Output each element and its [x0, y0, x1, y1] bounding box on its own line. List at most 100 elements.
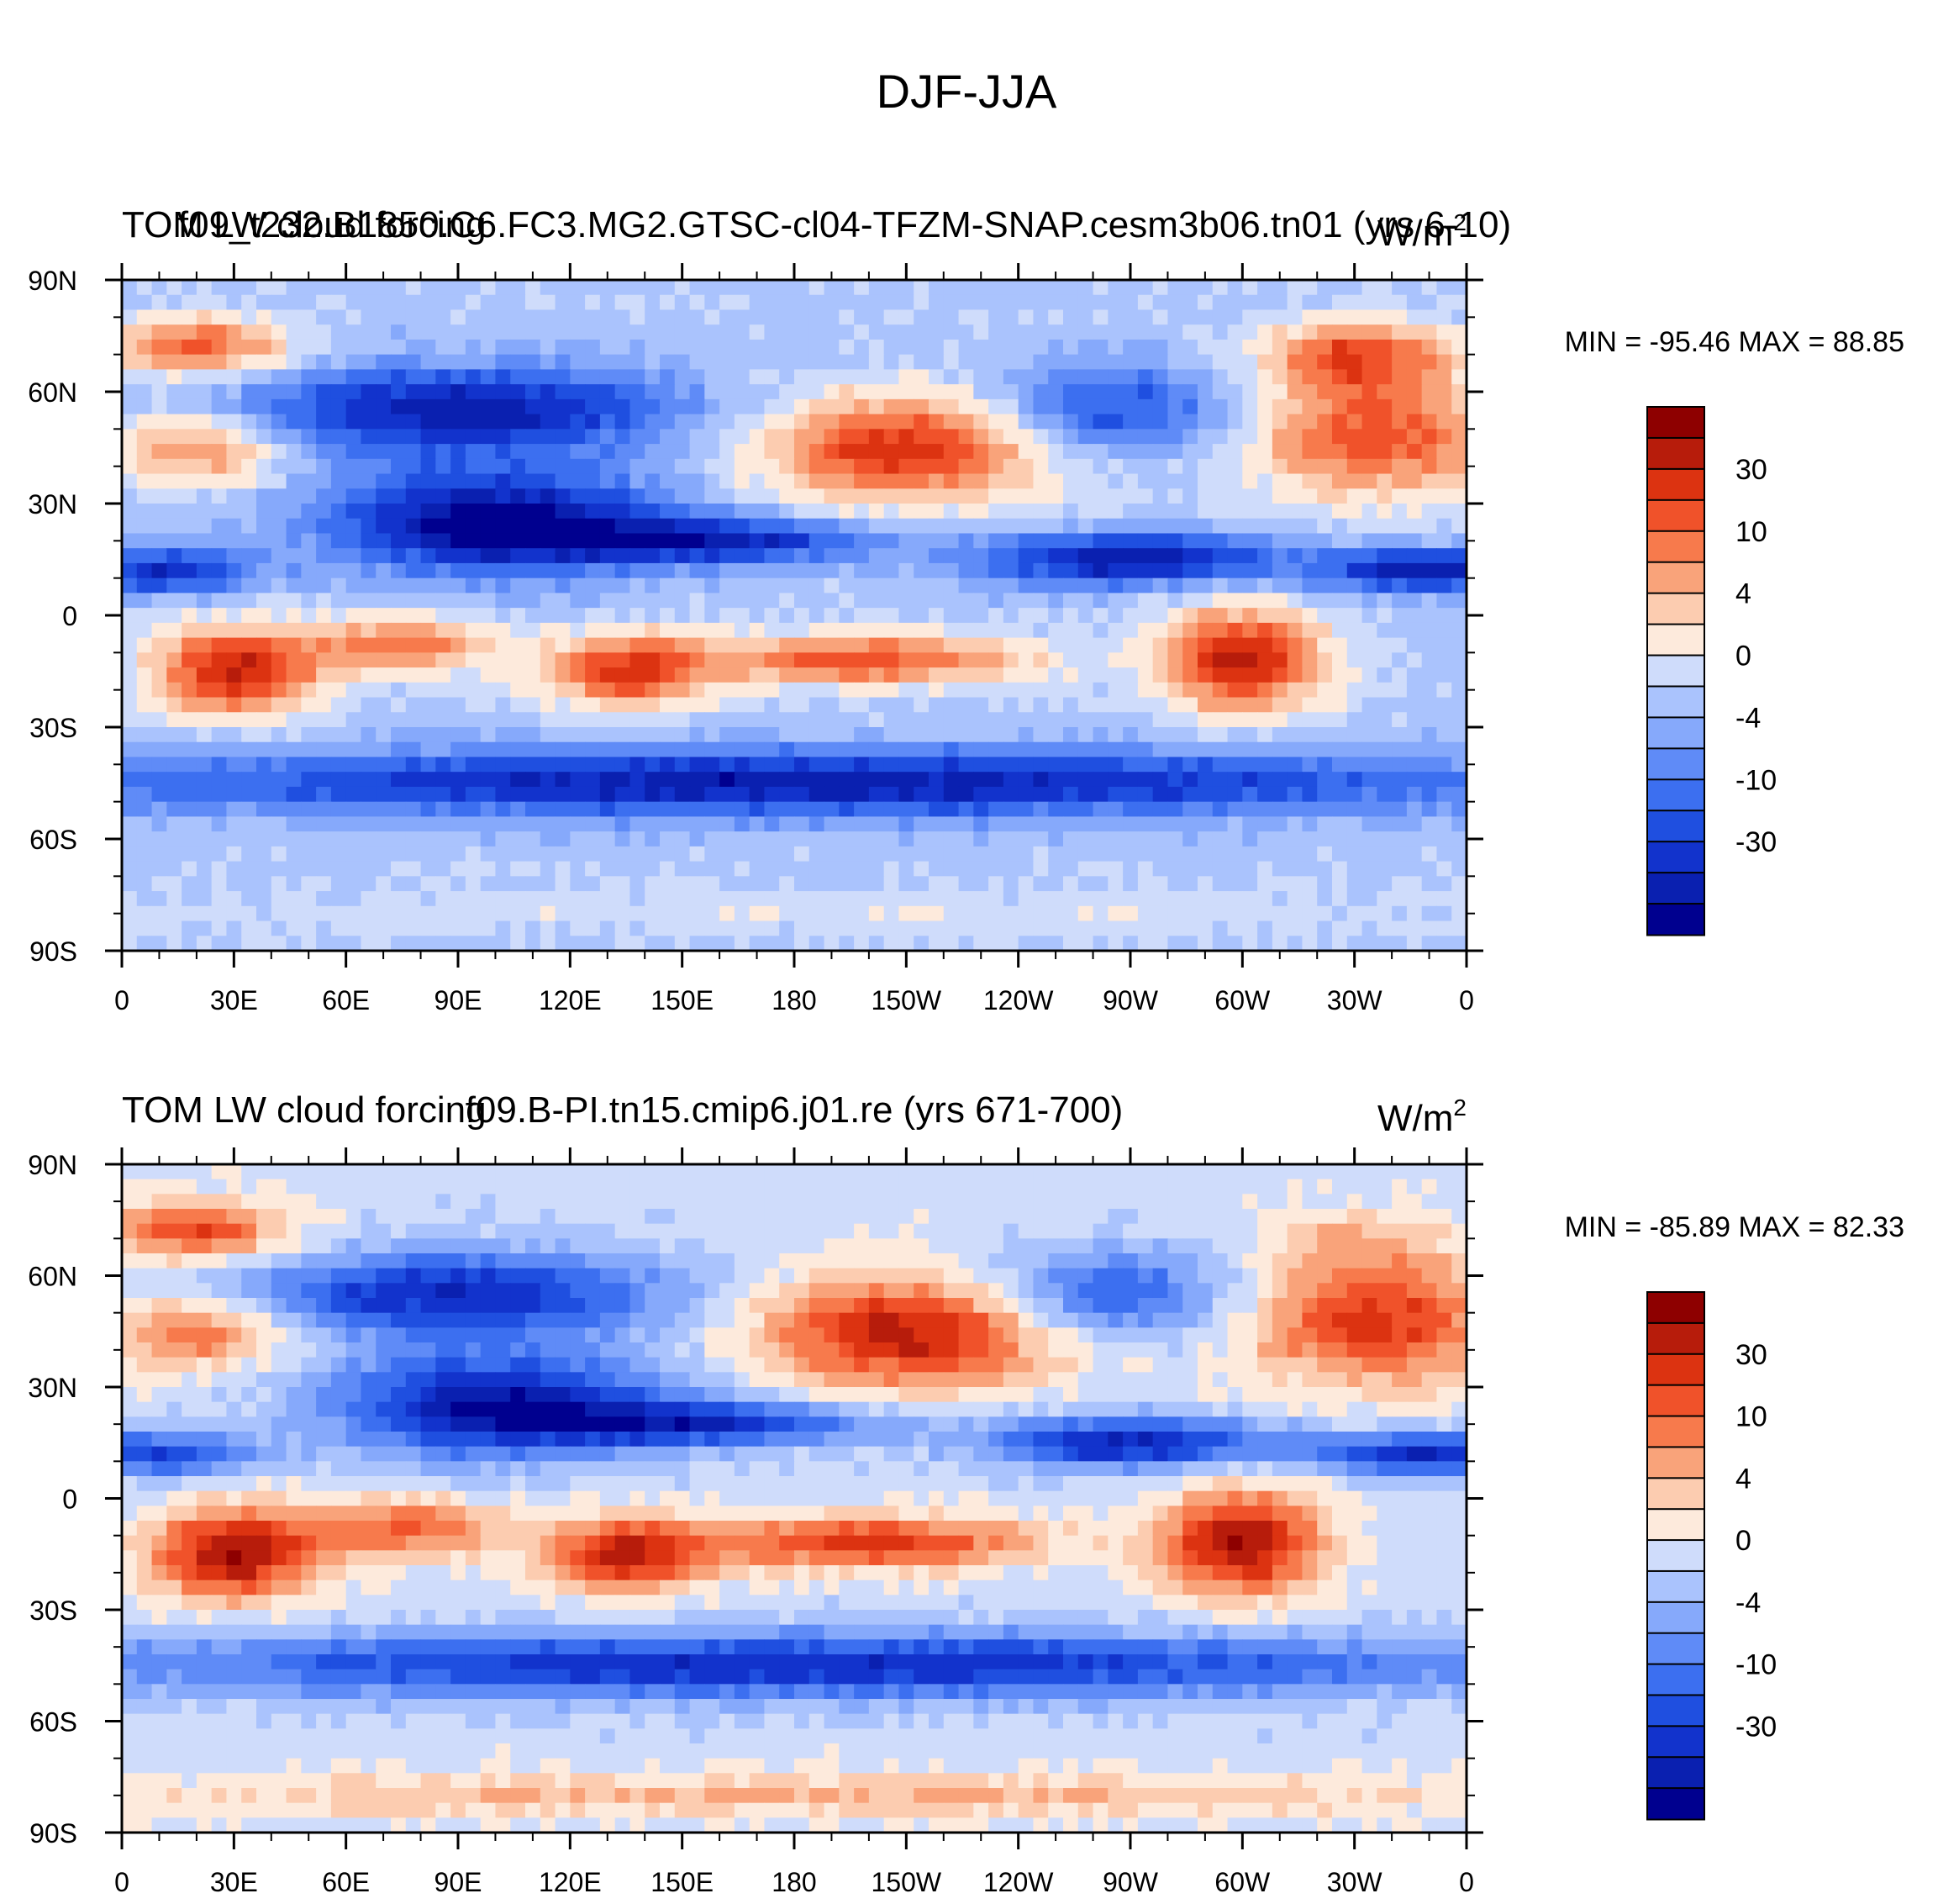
heatmap-cell [166, 1238, 182, 1254]
heatmap-cell [1346, 384, 1363, 400]
heatmap-cell [1123, 1179, 1139, 1195]
colorbar-box [1646, 498, 1705, 533]
heatmap-cell [868, 682, 885, 699]
heatmap-cell [1048, 429, 1064, 445]
heatmap-cell [286, 1238, 302, 1254]
heatmap-cell [151, 1194, 167, 1210]
heatmap-cell [540, 458, 556, 475]
heatmap-cell [868, 1253, 885, 1269]
heatmap-cell [883, 354, 900, 370]
heatmap-cell [674, 608, 691, 624]
heatmap-cell [136, 920, 153, 936]
heatmap-cell [1198, 384, 1214, 400]
heatmap-cell [929, 801, 945, 817]
heatmap-cell [854, 504, 870, 520]
heatmap-cell [330, 1268, 347, 1284]
heatmap-cell [1272, 637, 1288, 653]
heatmap-cell [645, 936, 661, 952]
heatmap-cell [1093, 652, 1109, 668]
heatmap-cell [151, 861, 167, 877]
heatmap-cell [764, 816, 780, 832]
heatmap-cell [450, 622, 466, 639]
heatmap-cell [704, 861, 720, 877]
heatmap-cell [450, 354, 466, 370]
heatmap-cell [1137, 786, 1154, 803]
heatmap-cell [704, 429, 720, 445]
heatmap-cell [435, 384, 451, 400]
heatmap-cell [645, 831, 661, 847]
heatmap-cell [988, 786, 1004, 803]
heatmap-cell [1033, 608, 1049, 624]
heatmap-cell [330, 891, 347, 907]
heatmap-cell [898, 1194, 914, 1210]
heatmap-cell [1287, 339, 1303, 356]
heatmap-cell [1317, 280, 1333, 296]
heatmap-cell [570, 1238, 586, 1254]
heatmap-cell [1018, 816, 1035, 832]
heatmap-cell [1123, 354, 1139, 370]
heatmap-cell [330, 936, 347, 952]
heatmap-cell [1063, 801, 1079, 817]
colorbar-box [1646, 810, 1705, 843]
heatmap-cell [868, 697, 885, 713]
heatmap-cell [1003, 652, 1019, 668]
heatmap-cell [1227, 697, 1243, 713]
heatmap-cell [570, 324, 586, 340]
heatmap-cell [719, 876, 735, 892]
heatmap-cell [525, 1179, 541, 1195]
heatmap-cell [540, 1179, 556, 1195]
heatmap-cell [271, 667, 287, 683]
heatmap-cell [525, 1268, 541, 1284]
heatmap-cell [345, 384, 362, 400]
heatmap-cell [914, 801, 930, 817]
heatmap-cell [898, 682, 914, 699]
heatmap-cell [794, 1238, 810, 1254]
heatmap-cell [1257, 1194, 1273, 1210]
heatmap-cell [376, 518, 392, 535]
heatmap-cell [1451, 831, 1467, 847]
heatmap-cell [674, 846, 691, 862]
heatmap-cell [779, 548, 795, 564]
heatmap-cell [480, 1283, 497, 1299]
heatmap-cell [1003, 414, 1019, 430]
heatmap-cell [480, 1238, 497, 1254]
heatmap-cell [1257, 429, 1273, 445]
heatmap-cell [914, 339, 930, 356]
heatmap-cell [1048, 518, 1064, 535]
heatmap-cell [1093, 622, 1109, 639]
heatmap-cell [854, 801, 870, 817]
heatmap-cell [1093, 667, 1109, 683]
heatmap-cell [1198, 667, 1214, 683]
heatmap-cell [510, 757, 526, 773]
heatmap-cell [1123, 562, 1139, 579]
heatmap-cell [1123, 831, 1139, 847]
heatmap-cell [1242, 562, 1258, 579]
heatmap-cell [629, 876, 645, 892]
heatmap-cell [480, 846, 497, 862]
heatmap-cell [629, 831, 645, 847]
heatmap-cell [1003, 816, 1019, 832]
heatmap-cell [1377, 667, 1393, 683]
heatmap-cell [330, 414, 347, 430]
heatmap-cell [1003, 727, 1019, 743]
heatmap-cell [914, 712, 930, 728]
heatmap-cell [256, 398, 272, 415]
heatmap-cell [465, 294, 482, 311]
heatmap-cell [450, 1194, 466, 1210]
heatmap-cell [241, 920, 257, 936]
heatmap-cell [973, 1268, 989, 1284]
heatmap-cell [779, 682, 795, 699]
heatmap-cell [719, 309, 735, 325]
heatmap-cell [1287, 294, 1303, 311]
heatmap-cell [271, 920, 287, 936]
heatmap-cell [525, 816, 541, 832]
heatmap-cell [256, 548, 272, 564]
heatmap-cell [749, 309, 766, 325]
heatmap-cell [136, 652, 153, 668]
heatmap-cell [256, 414, 272, 430]
heatmap-cell [1093, 757, 1109, 773]
heatmap-cell [1257, 473, 1273, 489]
heatmap-cell [510, 354, 526, 370]
heatmap-cell [1003, 458, 1019, 475]
heatmap-cell [1421, 294, 1438, 311]
